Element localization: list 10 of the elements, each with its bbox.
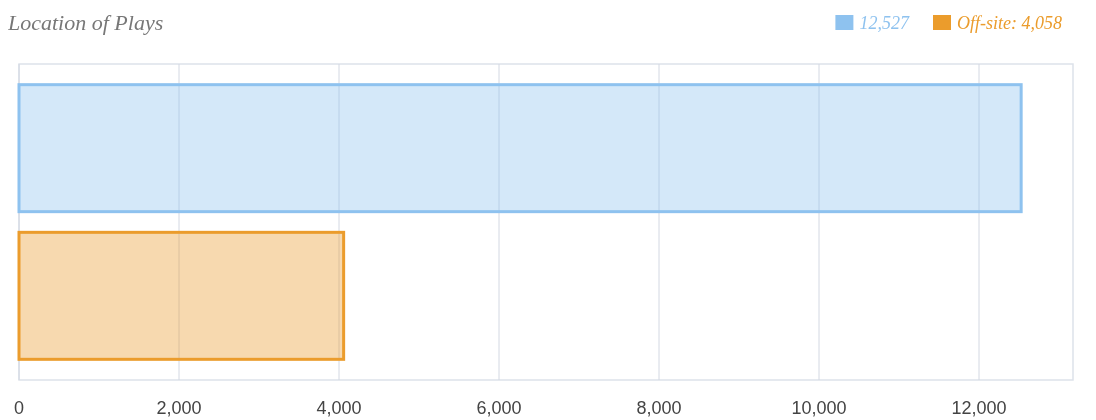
chart-title: Location of Plays — [7, 10, 164, 35]
x-tick-label: 8,000 — [636, 398, 682, 418]
x-tick-label: 4,000 — [316, 398, 362, 418]
x-tick-label: 2,000 — [156, 398, 202, 418]
x-tick-label: 6,000 — [476, 398, 522, 418]
x-tick-label: 0 — [13, 398, 25, 418]
x-tick-label: 10,000 — [791, 398, 847, 418]
legend-label: Off-site: 4,058 — [957, 13, 1062, 33]
x-tick-label: 12,000 — [951, 398, 1007, 418]
legend-label: 12,527 — [859, 13, 910, 33]
